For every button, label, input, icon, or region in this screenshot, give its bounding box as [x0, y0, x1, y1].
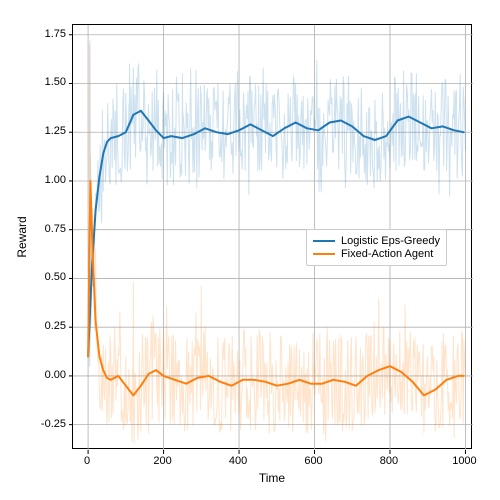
x-tick-label: 600 — [304, 455, 322, 467]
legend: Logistic Eps-GreedyFixed-Action Agent — [306, 229, 447, 266]
y-tick-label: 0.00 — [45, 369, 66, 381]
x-axis-title: Time — [259, 471, 285, 485]
y-tick-label: 1.00 — [45, 174, 66, 186]
x-tick-label: 200 — [153, 455, 171, 467]
y-tick-label: 1.25 — [45, 125, 66, 137]
legend-label: Logistic Eps-Greedy — [341, 235, 440, 247]
y-axis-title: Reward — [15, 216, 29, 257]
y-tick-label: -0.25 — [41, 418, 66, 430]
legend-swatch — [313, 253, 335, 255]
y-tick-label: 1.75 — [45, 28, 66, 40]
legend-item: Fixed-Action Agent — [313, 248, 440, 260]
legend-swatch — [313, 240, 335, 242]
x-tick-label: 400 — [229, 455, 247, 467]
series-raw — [88, 41, 465, 367]
x-tick-label: 800 — [380, 455, 398, 467]
x-tick-label: 0 — [84, 455, 90, 467]
y-tick-label: 0.25 — [45, 320, 66, 332]
y-tick-label: 1.50 — [45, 76, 66, 88]
figure: Time Reward Logistic Eps-GreedyFixed-Act… — [0, 0, 500, 500]
y-tick-label: 0.75 — [45, 223, 66, 235]
x-tick-label: 1000 — [452, 455, 476, 467]
y-tick-label: 0.50 — [45, 271, 66, 283]
legend-item: Logistic Eps-Greedy — [313, 235, 440, 247]
legend-label: Fixed-Action Agent — [341, 248, 433, 260]
